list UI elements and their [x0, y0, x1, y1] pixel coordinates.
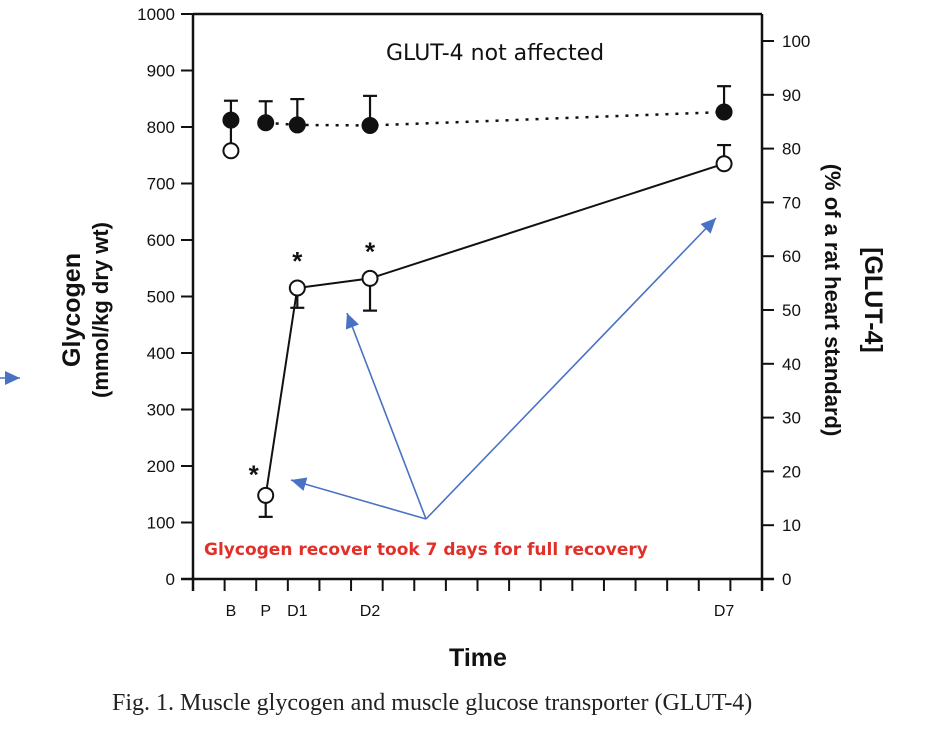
annotation-arrow-line	[346, 312, 427, 520]
significance-star: *	[249, 459, 260, 489]
data-point-glycogen	[222, 142, 240, 160]
data-point-glycogen	[257, 486, 275, 504]
series-line-glycogen	[264, 162, 725, 496]
x-axis-title: Time	[449, 644, 507, 672]
left-tick-label: 300	[147, 401, 175, 420]
right-y-axis: 0 10 20 30 40 50 60 70 80 90 100	[762, 32, 810, 589]
figure-caption: Fig. 1. Muscle glycogen and muscle gluco…	[112, 690, 753, 716]
left-tick-label: 700	[147, 175, 175, 194]
right-tick-label: 0	[782, 570, 791, 589]
data-point-glycogen	[288, 279, 306, 297]
right-tick-label: 20	[782, 462, 801, 481]
left-tick-label: 400	[147, 344, 175, 363]
series-lines	[264, 110, 725, 496]
right-tick-label: 60	[782, 247, 801, 266]
right-tick-label: 80	[782, 140, 801, 159]
series-line-glut-4	[265, 110, 725, 127]
left-tick-label: 100	[147, 514, 175, 533]
right-tick-label: 10	[782, 516, 801, 535]
data-point-glut-4	[361, 116, 379, 134]
significance-stars: * * *	[249, 236, 376, 489]
right-tick-label: 50	[782, 301, 801, 320]
markers	[222, 103, 733, 504]
data-point-glut-4	[288, 116, 306, 134]
significance-star: *	[365, 236, 376, 266]
significance-star: *	[292, 246, 303, 276]
left-y-axis: 0 100 200 300 400 500 600 700 800 900 1000	[137, 5, 193, 589]
annotation-arrows	[0, 217, 717, 520]
right-tick-label: 30	[782, 409, 801, 428]
annotation-arrow-line	[290, 479, 427, 520]
right-tick-label: 70	[782, 193, 801, 212]
arrow-head-icon	[700, 218, 716, 234]
data-point-glut-4	[715, 103, 733, 121]
right-tick-label: 90	[782, 86, 801, 105]
x-category-label: P	[260, 603, 271, 620]
right-tick-label: 100	[782, 32, 810, 51]
data-point-glycogen	[361, 269, 379, 287]
left-tick-label: 1000	[137, 5, 175, 24]
left-tick-label: 800	[147, 118, 175, 137]
x-category-label: D1	[287, 603, 308, 620]
arrow-head-icon	[291, 477, 308, 491]
left-tick-label: 200	[147, 457, 175, 476]
left-tick-label: 900	[147, 62, 175, 81]
left-axis-title-line2: (mmol/kg dry wt)	[88, 222, 113, 398]
data-point-glut-4	[257, 114, 275, 132]
right-tick-label: 40	[782, 355, 801, 374]
x-category-label: B	[226, 603, 237, 620]
data-point-glycogen	[715, 155, 733, 173]
arrow-head-icon	[345, 313, 359, 330]
error-bars	[223, 85, 732, 518]
x-category-label: D2	[360, 603, 381, 620]
left-tick-label: 600	[147, 231, 175, 250]
annotation-glut4: GLUT-4 not affected	[386, 41, 604, 66]
right-axis-title-line2: (% of a rat heart standard)	[820, 164, 845, 437]
x-axis: B P D1 D2 D7	[223, 579, 735, 620]
left-axis-title-line1: Glycogen	[58, 253, 86, 367]
left-tick-label: 500	[147, 288, 175, 307]
right-axis-title-line1: [GLUT-4]	[859, 247, 887, 353]
annotation-glycogen-recovery: Glycogen recover took 7 days for full re…	[204, 540, 648, 560]
data-point-glut-4	[222, 111, 240, 129]
arrow-head-icon	[5, 371, 20, 385]
x-category-label: D7	[714, 603, 735, 620]
annotation-arrow-line	[425, 217, 717, 520]
left-tick-label: 0	[166, 570, 175, 589]
